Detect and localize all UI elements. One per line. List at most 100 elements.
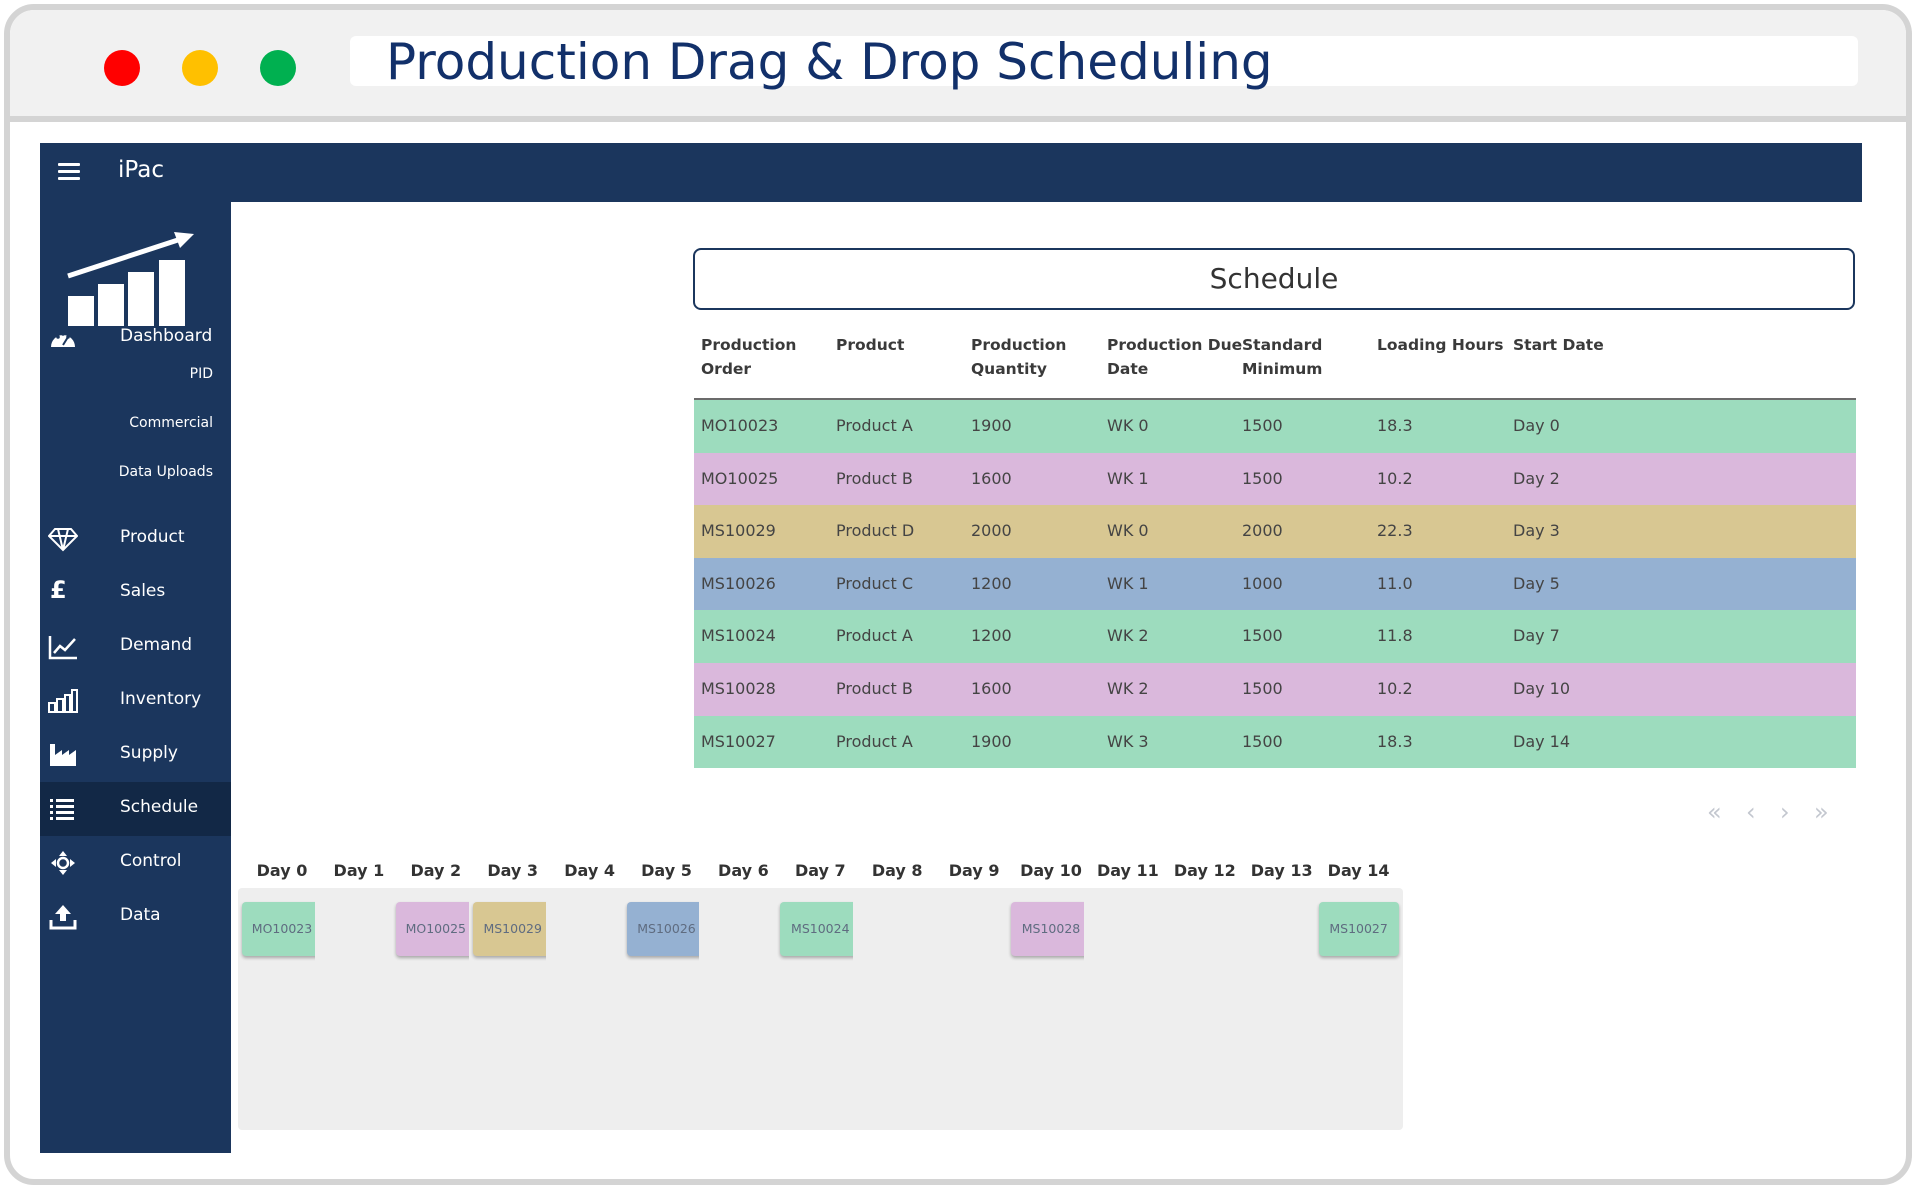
hamburger-icon[interactable]: [58, 163, 80, 181]
cell-start-date: Day 0: [1513, 416, 1560, 435]
table-row[interactable]: MO10025 Product B 1600 WK 1 1500 10.2 Day 2: [694, 452, 1856, 506]
column-header-production-due-date[interactable]: Production Due Date: [1107, 336, 1243, 378]
day-column[interactable]: MO10025: [391, 888, 480, 1130]
order-chip[interactable]: MS10029: [472, 902, 553, 956]
day-column[interactable]: [930, 888, 1019, 1130]
day-column[interactable]: MS10028: [1007, 888, 1095, 1130]
day-column[interactable]: MS10027: [1314, 888, 1403, 1130]
order-chip[interactable]: MS10028: [1011, 902, 1091, 956]
dashboard-gauge-icon: [51, 332, 75, 347]
day-column[interactable]: [699, 888, 788, 1130]
sidebar-subitem-data-uploads[interactable]: Data Uploads: [118, 464, 213, 480]
day-column[interactable]: [545, 888, 634, 1130]
sidebar-item-label: Control: [120, 851, 182, 871]
cell-order: MS10024: [701, 626, 776, 646]
day-header: Day 5: [641, 861, 692, 880]
cell-product: Product A: [836, 416, 913, 435]
day-header: Day 12: [1173, 861, 1236, 880]
table-row[interactable]: MS10028 Product B 1600 WK 2 1500 10.2 Day 10: [694, 662, 1856, 716]
cell-due-date: WK 0: [1107, 521, 1149, 541]
day-header: Day 9: [948, 861, 1000, 880]
pager-last-button[interactable]: »: [1814, 798, 1829, 826]
column-header-production-quantity[interactable]: Production Quantity: [971, 336, 1067, 378]
sidebar-item-product[interactable]: Product: [40, 512, 231, 566]
column-header-production-order[interactable]: Production Order: [701, 336, 797, 378]
sidebar-item-inventory[interactable]: Inventory: [40, 674, 231, 728]
order-chip[interactable]: MS10027: [1318, 902, 1399, 956]
sidebar-item-schedule[interactable]: Schedule: [40, 782, 231, 836]
pager-next-button[interactable]: ›: [1780, 798, 1790, 826]
day-header: Day 13: [1250, 861, 1313, 880]
cell-start-date: Day 2: [1513, 468, 1560, 488]
column-header-loading-hours[interactable]: Loading Hours: [1377, 336, 1504, 354]
sidebar-item-sales[interactable]: £ Sales: [40, 566, 231, 620]
window-title: Production Drag & Drop Scheduling: [386, 33, 1273, 91]
order-chip[interactable]: MS10024: [780, 902, 861, 956]
cell-quantity: 1200: [971, 573, 1012, 593]
table-row[interactable]: MS10027 Product A 1900 WK 3 1500 18.3 Day 14: [694, 715, 1856, 769]
day-column[interactable]: MS10026: [622, 888, 711, 1130]
cell-order: MS10027: [701, 731, 776, 751]
day-header: Day 0: [256, 861, 308, 880]
column-header-product[interactable]: Product: [836, 336, 905, 354]
cell-product: Product A: [836, 731, 913, 751]
cell-loading-hours: 22.3: [1377, 521, 1413, 541]
cell-loading-hours: 10.2: [1377, 468, 1413, 488]
cell-product: Product D: [836, 521, 915, 541]
day-header: Day 3: [487, 861, 539, 880]
sidebar-item-data[interactable]: Data: [40, 890, 231, 944]
day-column[interactable]: [314, 888, 403, 1130]
line-chart-icon: [48, 636, 77, 660]
table-row[interactable]: MS10026 Product C 1200 WK 1 1000 11.0 Day 5: [694, 557, 1856, 611]
day-column[interactable]: MS10029: [468, 888, 557, 1130]
sidebar-item-demand[interactable]: Demand: [40, 620, 231, 674]
sidebar-item-control[interactable]: Control: [40, 836, 231, 890]
cell-quantity: 1600: [971, 678, 1012, 698]
sidebar-item-label: Sales: [120, 581, 166, 601]
day-header: Day 10: [1020, 861, 1082, 880]
day-column[interactable]: [1160, 888, 1249, 1130]
sidebar-subitem-commercial[interactable]: Commercial: [129, 415, 213, 431]
cell-loading-hours: 11.8: [1377, 626, 1413, 646]
app-brand: iPac: [118, 157, 164, 183]
sidebar-item-dashboard[interactable]: Dashboard: [40, 311, 231, 365]
minimize-window-button[interactable]: [182, 50, 218, 86]
maximize-window-button[interactable]: [260, 50, 296, 86]
control-arrows-icon: [51, 851, 75, 875]
day-header: Day 6: [718, 861, 769, 880]
day-column[interactable]: [1237, 888, 1326, 1130]
cell-start-date: Day 7: [1513, 626, 1560, 646]
column-header-start-date[interactable]: Start Date: [1513, 336, 1604, 354]
day-column[interactable]: MS10024: [776, 888, 865, 1130]
pager-first-button[interactable]: «: [1707, 798, 1722, 826]
cell-start-date: Day 3: [1513, 521, 1560, 541]
column-header-standard-minimum[interactable]: Standard Minimum: [1242, 336, 1323, 378]
sidebar-item-supply[interactable]: Supply: [40, 728, 231, 782]
day-header: Day 14: [1327, 861, 1390, 880]
cell-due-date: WK 3: [1107, 731, 1149, 751]
cell-due-date: WK 1: [1107, 468, 1149, 488]
day-column[interactable]: [853, 888, 942, 1130]
order-chip[interactable]: MO10025: [395, 902, 476, 956]
table-row[interactable]: MS10024 Product A 1200 WK 2 1500 11.8 Day 7: [694, 610, 1856, 663]
order-chip[interactable]: MS10026: [626, 902, 707, 956]
day-column[interactable]: [1083, 888, 1172, 1130]
table-row[interactable]: MO10023 Product A 1900 WK 0 1500 18.3 Day 0: [694, 400, 1856, 453]
sidebar-item-label: Supply: [120, 743, 178, 763]
pager-prev-button[interactable]: ‹: [1746, 798, 1756, 826]
cell-quantity: 1600: [971, 468, 1012, 488]
sidebar-subitem-pid[interactable]: PID: [189, 366, 213, 382]
cell-standard-minimum: 1500: [1242, 468, 1283, 488]
close-window-button[interactable]: [104, 50, 140, 86]
sidebar-item-label: Dashboard: [120, 326, 213, 346]
table-row[interactable]: MS10029 Product D 2000 WK 0 2000 22.3 Day 3: [694, 505, 1856, 558]
order-chip[interactable]: MO10023: [242, 902, 322, 956]
cell-product: Product A: [836, 626, 913, 646]
cell-product: Product B: [836, 468, 913, 488]
day-column[interactable]: MO10023: [238, 888, 326, 1130]
factory-icon: [50, 744, 76, 766]
growth-chart-icon: [67, 232, 194, 326]
day-header: Day 1: [333, 861, 385, 880]
diamond-icon: [48, 528, 78, 552]
app-topbar: iPac: [40, 143, 1862, 202]
